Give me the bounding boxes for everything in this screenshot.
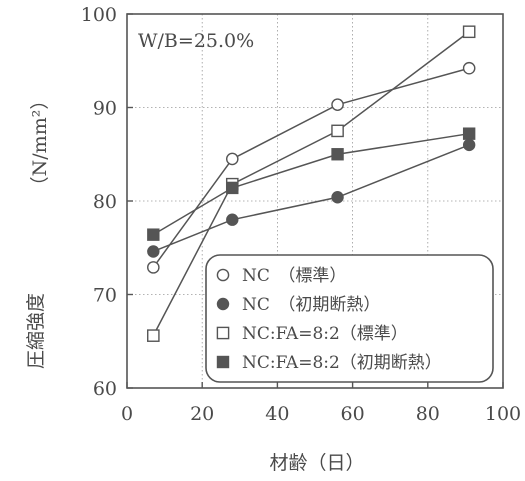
legend-box — [205, 254, 494, 383]
x-tick-label: 100 — [485, 403, 521, 425]
series-4 — [147, 127, 476, 241]
x-tick-label: 20 — [190, 403, 214, 425]
legend-label: NC （初期断熱） — [242, 295, 380, 315]
x-tick-label: 0 — [121, 403, 133, 425]
legend-label: NC （標準） — [242, 266, 346, 286]
y-tick-label: 80 — [93, 191, 117, 213]
data-point — [225, 152, 239, 166]
y-axis-unit: （N/mm²） — [29, 91, 51, 196]
legend: NC （標準） NC （初期断熱） NC:FA=8:2（標準） NC:FA=8:2（初… — [205, 254, 494, 383]
series-line — [152, 132, 470, 236]
y-tick-label: 70 — [93, 285, 117, 307]
y-tick-label: 90 — [93, 98, 117, 120]
legend-marker — [216, 297, 230, 311]
data-point — [331, 98, 344, 111]
series-2 — [147, 138, 476, 258]
series-line — [152, 67, 470, 268]
legend-marker — [216, 268, 230, 282]
series-1 — [147, 61, 476, 274]
data-point — [147, 245, 160, 258]
data-point — [331, 148, 344, 161]
legend-label: NC:FA=8:2（標準） — [242, 324, 408, 344]
series-line — [152, 31, 470, 336]
data-point — [147, 261, 160, 274]
data-point — [462, 61, 476, 75]
series-line — [153, 144, 470, 253]
data-point — [147, 329, 160, 342]
data-point — [226, 181, 239, 195]
series-layer — [147, 25, 476, 342]
x-tick-label: 80 — [416, 403, 440, 425]
x-axis-title: 材齢（日） — [269, 452, 364, 474]
y-tick-label: 60 — [93, 378, 117, 400]
data-point — [331, 124, 344, 138]
legend-marker — [216, 355, 230, 369]
y-axis-title: 圧縮強度 — [25, 293, 47, 369]
annotation-text: W/B=25.0% — [138, 30, 254, 52]
legend-marker — [216, 326, 230, 340]
x-tick-label: 40 — [265, 403, 289, 425]
data-point — [462, 25, 476, 39]
y-tick-label: 100 — [81, 4, 117, 26]
data-point — [331, 191, 344, 204]
axes: 0 20 40 60 80 100 60 70 80 90 100 — [81, 4, 521, 425]
data-point — [462, 138, 476, 152]
data-point — [226, 213, 239, 226]
x-tick-label: 60 — [341, 403, 365, 425]
data-point — [462, 127, 476, 140]
legend-label: NC:FA=8:2（初期断熱） — [242, 353, 442, 373]
data-point — [147, 228, 160, 241]
